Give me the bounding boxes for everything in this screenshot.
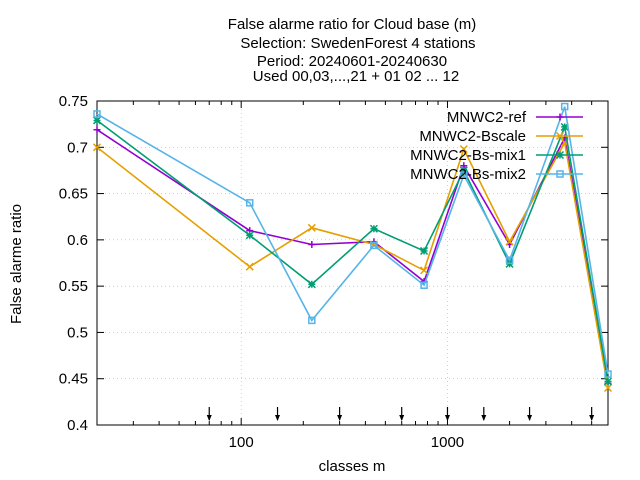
data-point [459, 166, 468, 175]
data-point [307, 223, 316, 232]
data-point [560, 102, 569, 111]
data-point [245, 262, 254, 271]
legend-label: MNWC2-Bs-mix1 [410, 147, 526, 164]
arrow-head [399, 415, 405, 421]
y-tick-label: 0.55 [59, 278, 88, 295]
grid [97, 101, 608, 425]
x-tick-label: 100 [229, 434, 254, 451]
data-point [92, 116, 102, 125]
series-line [96, 106, 609, 375]
y-tick-label: 0.6 [67, 232, 88, 249]
y-tick-label: 0.4 [67, 417, 88, 434]
title-line-2: Selection: SwedenForest 4 stations [240, 35, 475, 52]
arrow-head [481, 415, 487, 421]
arrow-head [206, 415, 212, 421]
data-point [459, 145, 468, 154]
x-tick-label: 1000 [431, 434, 464, 451]
data-point [556, 113, 564, 121]
chart-title: False alarme ratio for Cloud base (m) Se… [228, 16, 476, 85]
data-point [460, 171, 468, 179]
data-point [93, 110, 101, 118]
series-mnwc2-ref [93, 126, 612, 387]
series-mnwc2-bscale [92, 138, 613, 393]
title-line-1: False alarme ratio for Cloud base (m) [228, 16, 476, 33]
arrow-head [527, 415, 533, 421]
y-tick-label: 0.7 [67, 139, 88, 156]
data-point [245, 199, 254, 207]
data-point [308, 240, 316, 248]
series-mnwc2-bs-mix2 [93, 102, 612, 378]
legend-label: MNWC2-Bscale [419, 128, 526, 145]
data-point [603, 377, 613, 386]
data-point [92, 143, 102, 152]
y-tick-label: 0.75 [59, 93, 88, 110]
y-tick-label: 0.5 [67, 324, 88, 341]
axes: 0.4 0.45 0.5 0.55 0.6 0.65 0.7 0.75 100 1000 [59, 93, 609, 451]
legend-entry: MNWC2-ref [447, 109, 583, 126]
data-point [505, 237, 514, 246]
data-point [370, 241, 378, 250]
data-point [555, 150, 565, 160]
arrow-head [444, 415, 450, 421]
data-point [420, 281, 428, 289]
data-point [420, 246, 429, 255]
series-line [96, 129, 609, 384]
data-point [604, 370, 612, 378]
legend: MNWC2-ref MNWC2-Bscale MNWC2-Bs-mix1 MNWC2-… [410, 109, 583, 183]
y-tick-label: 0.65 [59, 186, 88, 203]
data-point [555, 131, 565, 141]
series-layer [92, 102, 613, 393]
arrow-head [337, 415, 343, 421]
legend-entry: MNWC2-Bscale [419, 128, 583, 145]
data-point [307, 280, 316, 289]
data-point [556, 170, 564, 178]
series-line [96, 119, 609, 382]
y-axis-label: False alarme ratio [8, 204, 25, 324]
data-point [369, 224, 378, 233]
data-point [93, 126, 101, 134]
arrow-head [275, 415, 281, 421]
data-point [560, 122, 569, 131]
data-point [420, 266, 429, 275]
plot-border [96, 100, 609, 426]
x-axis-label: classes m [319, 458, 386, 475]
data-point [603, 383, 613, 393]
legend-label: MNWC2-ref [447, 109, 527, 126]
legend-label: MNWC2-Bs-mix2 [410, 166, 526, 183]
legend-entry: MNWC2-Bs-mix2 [410, 166, 583, 183]
data-point [245, 231, 254, 240]
title-line-4: Used 00,03,...,21 + 01 02 ... 12 [253, 68, 459, 85]
data-point [505, 256, 514, 264]
title-line-3: Period: 20240601-20240630 [257, 53, 447, 70]
data-point [308, 316, 316, 325]
legend-entry: MNWC2-Bs-mix1 [410, 147, 583, 164]
y-tick-label: 0.45 [59, 371, 88, 388]
arrow-head [589, 415, 595, 421]
